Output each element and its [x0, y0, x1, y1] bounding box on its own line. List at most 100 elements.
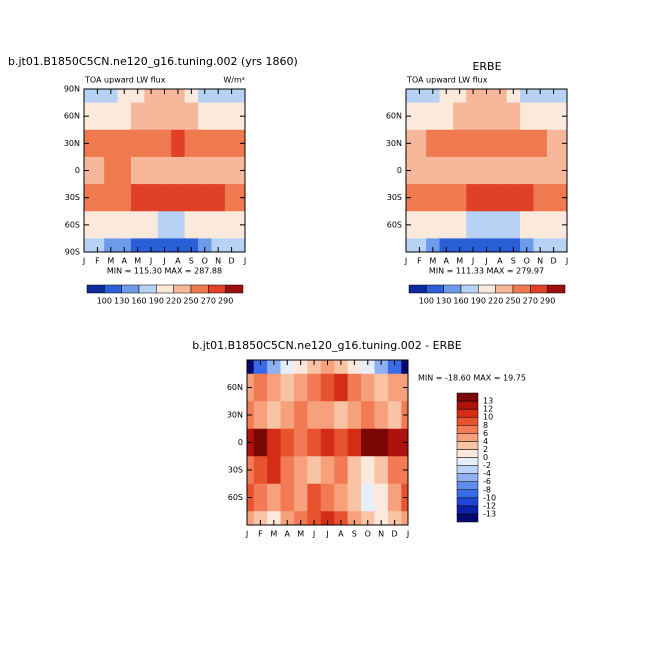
cell: [117, 89, 132, 104]
cell: [479, 211, 494, 239]
cell: [280, 456, 295, 485]
colorbar-label: 130: [436, 297, 451, 306]
cell: [104, 129, 119, 158]
panel-title: ERBE: [472, 60, 501, 73]
x-tick-label: J: [162, 257, 165, 266]
colorbar-box: [495, 284, 514, 294]
cell: [238, 89, 245, 104]
colorbar-label: 8: [483, 421, 488, 430]
cell: [334, 428, 349, 457]
cell: [361, 511, 375, 525]
x-tick-label: J: [243, 257, 246, 266]
cell: [307, 428, 322, 457]
cell: [426, 129, 441, 158]
colorbar-label: 160: [453, 297, 468, 306]
x-tick-label: O: [202, 257, 208, 266]
stats: MIN = 111.33 MAX = 279.97: [429, 267, 544, 276]
cell: [320, 483, 335, 512]
cell: [347, 360, 362, 375]
cell: [426, 238, 441, 252]
cell: [198, 156, 212, 185]
cell: [387, 373, 402, 402]
cell: [293, 428, 308, 457]
colorbar-label: 290: [218, 297, 233, 306]
y-tick-label: 0: [397, 166, 402, 175]
cell: [347, 428, 362, 457]
cell: [144, 129, 159, 158]
x-tick-label: J: [149, 257, 152, 266]
cell: [426, 156, 441, 185]
cell: [533, 129, 548, 158]
colorbar-label: -8: [483, 485, 491, 494]
x-tick-label: M: [456, 257, 463, 266]
cell: [361, 401, 375, 430]
x-tick-label: S: [189, 257, 194, 266]
panel-subtitle: TOA upward LW flux: [84, 76, 166, 85]
cell: [387, 483, 402, 512]
cell: [171, 211, 186, 239]
colorbar-box: [104, 284, 122, 294]
colorbar-label: 250: [505, 297, 520, 306]
cell: [224, 211, 239, 239]
colorbar-label: -6: [483, 477, 491, 486]
cell: [452, 184, 467, 212]
colorbar-box: [456, 433, 479, 442]
colorbar-label: 12: [483, 405, 493, 414]
cell: [104, 102, 119, 131]
cell: [546, 89, 561, 104]
colorbar-label: 100: [97, 297, 112, 306]
cell: [466, 184, 481, 212]
colorbar-box: [456, 449, 479, 458]
y-tick-label: 60N: [227, 383, 243, 392]
field: [247, 360, 408, 525]
cell: [361, 428, 375, 457]
cell: [211, 156, 226, 185]
cell: [520, 238, 534, 252]
colorbar-label: -2: [483, 461, 491, 470]
cell: [546, 102, 561, 131]
cell: [130, 211, 145, 239]
cell: [493, 102, 508, 131]
cell: [157, 102, 172, 131]
cell: [374, 511, 389, 525]
x-tick-label: N: [215, 257, 221, 266]
cell: [452, 156, 467, 185]
cell: [293, 373, 308, 402]
cell: [520, 156, 534, 185]
cell: [171, 102, 186, 131]
cell: [374, 401, 389, 430]
cell: [198, 102, 212, 131]
cell: [267, 483, 282, 512]
x-tick-label: A: [285, 530, 291, 539]
colorbar-label: 270: [201, 297, 216, 306]
stats: MIN = 115.30 MAX = 287.88: [107, 267, 222, 276]
y-tick-label: 30S: [228, 466, 243, 475]
cell: [374, 428, 389, 457]
cell: [117, 211, 132, 239]
cell: [171, 184, 186, 212]
cell: [466, 129, 481, 158]
x-tick-label: M: [297, 530, 304, 539]
cell: [198, 238, 212, 252]
cell: [157, 211, 172, 239]
cell: [401, 511, 408, 525]
cell: [211, 89, 226, 104]
y-tick-label: 0: [75, 166, 80, 175]
x-tick-label: M: [429, 257, 436, 266]
cell: [493, 89, 508, 104]
cell: [144, 184, 159, 212]
colorbar-box: [138, 284, 157, 294]
cell: [320, 373, 335, 402]
cell: [198, 211, 212, 239]
cell: [401, 360, 408, 375]
cell: [198, 89, 212, 104]
cell: [466, 102, 481, 131]
cell: [293, 456, 308, 485]
x-tick-label: A: [122, 257, 128, 266]
cell: [452, 129, 467, 158]
cell: [184, 102, 199, 131]
cell: [361, 373, 375, 402]
cell: [117, 184, 132, 212]
cell: [253, 511, 268, 525]
